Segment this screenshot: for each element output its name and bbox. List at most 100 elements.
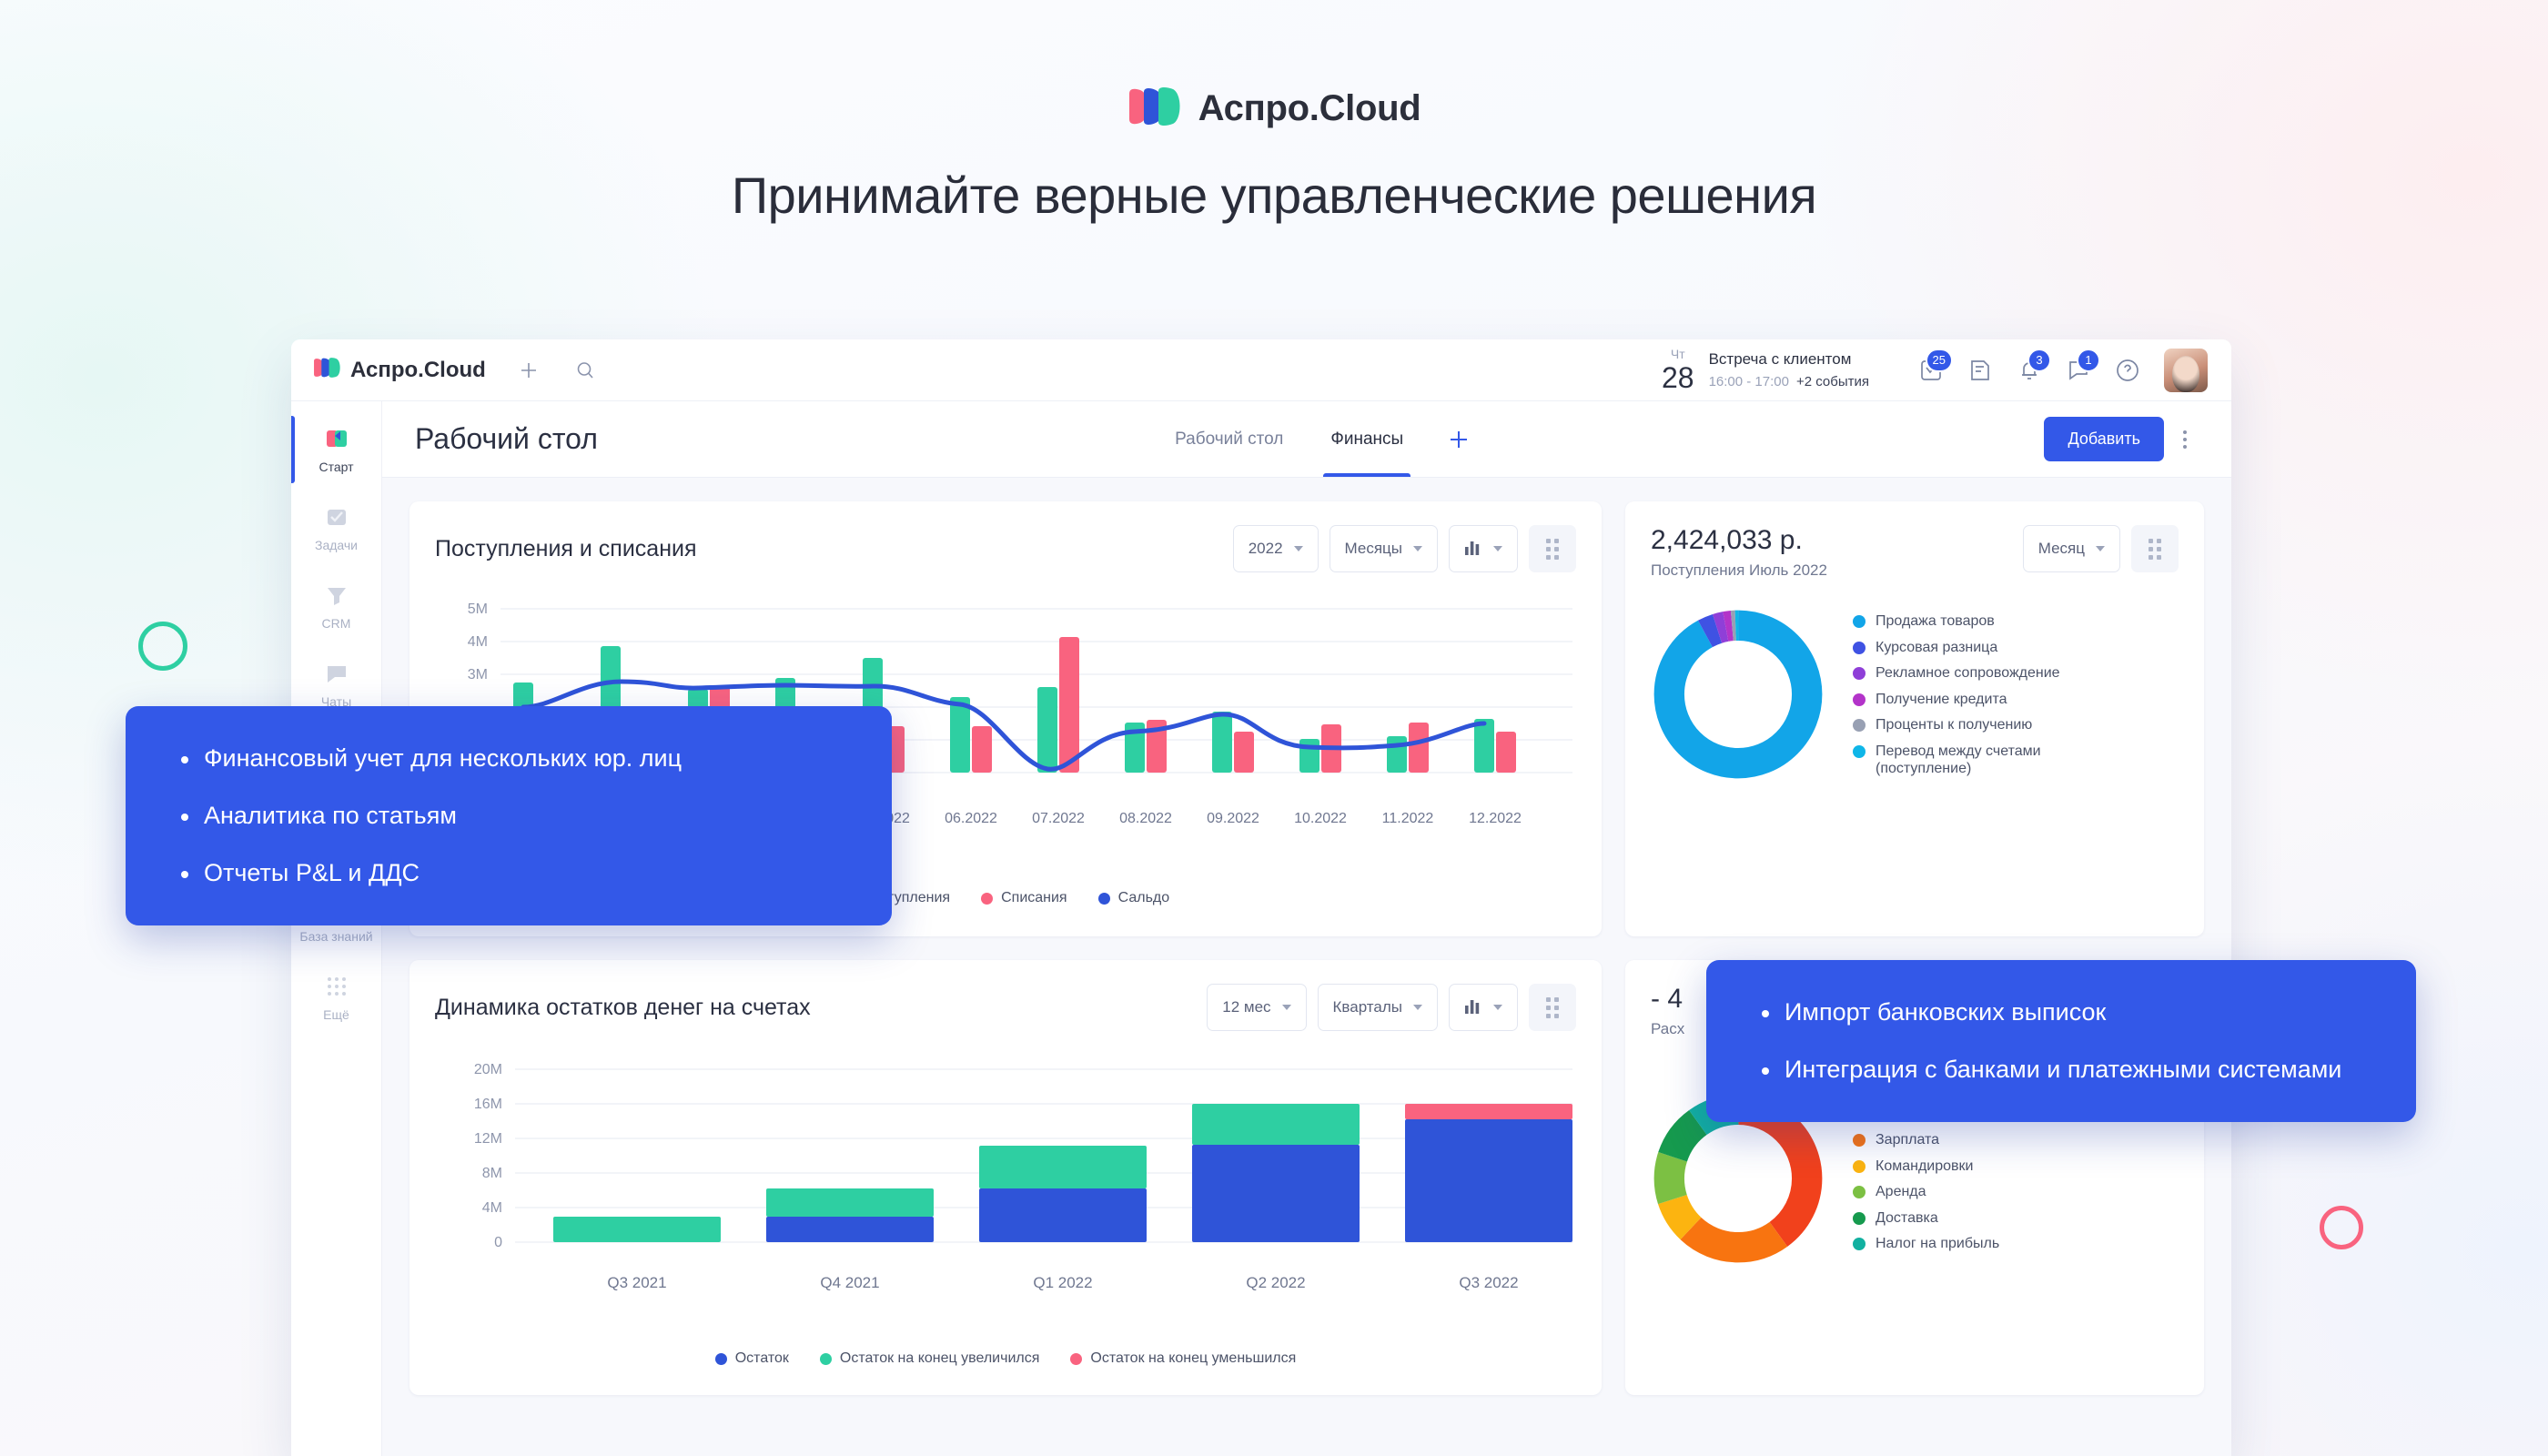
legend-label: Зарплата (1876, 1132, 1940, 1148)
callout-item: Интеграция с банками и платежными систем… (1754, 1054, 2369, 1086)
legend-item[interactable]: Перевод между счетами (поступление) (1853, 743, 2089, 778)
drag-grip-icon[interactable] (2131, 525, 2179, 572)
income-subtitle: Поступления Июль 2022 (1651, 561, 1827, 579)
card-controls: 2022 Месяцы (1232, 525, 1576, 572)
legend-item[interactable]: Остаток на конец увеличился (819, 1350, 1040, 1367)
legend-label: Получение кредита (1876, 691, 2007, 707)
sidebar: Старт Задачи CRM Чаты (291, 401, 382, 1456)
legend-dot (1097, 892, 1110, 905)
legend-item[interactable]: Остаток (714, 1350, 789, 1367)
crm-icon (322, 581, 351, 610)
card-header: - 4 Расх (1625, 960, 2204, 1038)
help-icon[interactable] (2109, 352, 2146, 389)
tasks-calendar-icon[interactable]: 25 (1913, 348, 1953, 389)
legend-dot (1853, 615, 1866, 628)
month-select[interactable]: Месяц (2022, 525, 2120, 572)
legend-label: Курсовая разница (1876, 639, 1998, 655)
legend-label: Налог на прибыль (1876, 1236, 2000, 1252)
legend-label: Аренда (1876, 1184, 1926, 1200)
legend-item[interactable]: Продажа товаров (1853, 612, 2089, 631)
sidebar-item-tasks[interactable]: Задачи (291, 489, 381, 567)
card-header: Поступления и списания 2022 Месяцы (410, 501, 1602, 572)
legend-item[interactable]: Аренда (1853, 1183, 2021, 1201)
app-body: Старт Задачи CRM Чаты (291, 401, 2231, 1456)
tab-finance[interactable]: Финансы (1307, 401, 1427, 477)
callout-finance-features: Финансовый учет для нескольких юр. лиц А… (126, 706, 892, 926)
app-logo[interactable]: Аспро.Cloud (313, 357, 486, 383)
plus-icon[interactable] (515, 357, 542, 384)
sidebar-item-more[interactable]: Ещё (291, 958, 381, 1036)
svg-text:5M: 5M (468, 602, 488, 617)
callout-list: Финансовый учет для нескольких юр. лиц А… (173, 743, 844, 889)
legend-item[interactable]: Зарплата (1853, 1131, 2021, 1149)
user-avatar[interactable] (2164, 348, 2208, 392)
more-grid-icon (322, 972, 351, 1001)
chevron-down-icon (1413, 546, 1422, 551)
legend-item[interactable]: Налог на прибыль (1853, 1235, 2021, 1253)
sidebar-item-chats[interactable]: Чаты (291, 645, 381, 723)
tasks-badge: 25 (1925, 348, 1953, 372)
callout-item: Отчеты P&L и ДДС (173, 857, 844, 889)
period-select[interactable]: Месяцы (1329, 525, 1438, 572)
chart-type-select[interactable] (1449, 525, 1518, 572)
next-event[interactable]: Встреча с клиентом 16:00 - 17:00 +2 событ… (1709, 350, 1869, 389)
tab-add-icon[interactable] (1427, 401, 1491, 477)
drag-grip-icon[interactable] (1529, 525, 1576, 572)
legend-label: Остаток на конец уменьшился (1090, 1350, 1297, 1366)
search-icon[interactable] (571, 357, 599, 384)
decor-ring-green-left (138, 622, 187, 671)
drag-grip-icon[interactable] (1529, 984, 1576, 1031)
bell-icon[interactable]: 3 (2011, 348, 2051, 389)
svg-text:12.2022: 12.2022 (1469, 811, 1522, 826)
callout-list: Импорт банковских выписок Интеграция с б… (1754, 996, 2369, 1086)
svg-text:Q1 2022: Q1 2022 (1033, 1274, 1092, 1291)
tab-dashboard[interactable]: Рабочий стол (1175, 429, 1284, 449)
expense-subtitle: Расх (1651, 1020, 1685, 1037)
legend-item[interactable]: Сальдо (1097, 890, 1170, 906)
legend-item[interactable]: Доставка (1853, 1209, 2021, 1228)
callout-item: Финансовый учет для нескольких юр. лиц (173, 743, 844, 774)
chevron-down-icon (1493, 546, 1502, 551)
range-select[interactable]: 12 мес (1207, 984, 1307, 1031)
legend-item[interactable]: Курсовая разница (1853, 639, 2089, 657)
income-amount: 2,424,033 р. (1651, 525, 1803, 555)
svg-text:Q3 2021: Q3 2021 (607, 1274, 666, 1291)
legend-item[interactable]: Проценты к получению (1853, 716, 2089, 734)
legend-item[interactable]: Списания (981, 890, 1067, 906)
tab-bar: Рабочий стол Финансы (1151, 401, 1491, 477)
page-headline: Принимайте верные управленческие решения (731, 167, 1817, 224)
svg-text:3M: 3M (468, 667, 488, 682)
balance-dynamics-chart: 20M 16M 12M 8M 4M 0 (410, 1031, 1602, 1366)
legend-item[interactable]: Рекламное сопровождение (1853, 664, 2089, 682)
year-select[interactable]: 2022 (1232, 525, 1319, 572)
sidebar-item-crm[interactable]: CRM (291, 567, 381, 645)
legend-label: Списания (1001, 890, 1067, 905)
card-title: Поступления и списания (435, 535, 697, 561)
sidebar-item-label: База знаний (299, 929, 373, 945)
grouping-select[interactable]: Кварталы (1317, 984, 1438, 1031)
legend-dot (819, 1352, 832, 1365)
legend-dot (1853, 1134, 1866, 1148)
sidebar-item-profile[interactable] (291, 1428, 381, 1456)
chats-icon (322, 659, 351, 688)
legend-item[interactable]: Получение кредита (1853, 691, 2089, 709)
svg-text:Q3 2022: Q3 2022 (1459, 1274, 1518, 1291)
bell-badge: 3 (2027, 348, 2051, 372)
brand-header: Аспро.Cloud Принимайте верные управленче… (0, 86, 2548, 225)
range-select-value: 12 мес (1222, 998, 1271, 1016)
legend-label: Сальдо (1117, 890, 1170, 905)
more-vertical-icon[interactable] (2169, 421, 2200, 458)
chart-type-select[interactable] (1449, 984, 1518, 1031)
sidebar-item-label: Ещё (323, 1007, 349, 1023)
notes-icon[interactable] (1962, 352, 1998, 389)
app-topbar: Аспро.Cloud Чт 28 Встреча с клиентом 16:… (291, 339, 2231, 401)
legend-item[interactable]: Остаток на конец уменьшился (1070, 1350, 1296, 1367)
svg-text:20M: 20M (474, 1062, 502, 1077)
add-button[interactable]: Добавить (2044, 417, 2164, 461)
income-total: 2,424,033 р. Поступления Июль 2022 (1651, 525, 1827, 580)
legend-label: Остаток на конец увеличился (839, 1350, 1040, 1366)
chat-icon[interactable]: 1 (2060, 348, 2100, 389)
sidebar-item-start[interactable]: Старт (291, 410, 381, 489)
legend-item[interactable]: Командировки (1853, 1158, 2021, 1176)
svg-text:07.2022: 07.2022 (1032, 811, 1085, 826)
